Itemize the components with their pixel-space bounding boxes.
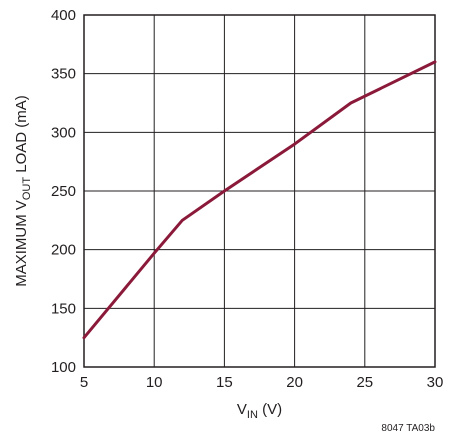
y-tick-label-250: 250 (51, 183, 76, 200)
figure-id: 8047 TA03b (381, 423, 435, 434)
x-axis-label-subscript: IN (247, 409, 258, 421)
x-axis-label-unit: (V) (258, 401, 282, 418)
x-tick-label-25: 25 (356, 374, 373, 391)
y-axis-label-unit: LOAD (mA) (13, 95, 30, 177)
x-tick-label-20: 20 (286, 374, 303, 391)
grid-lines (83, 14, 436, 368)
x-axis-label-main: V (237, 401, 247, 418)
x-tick-label-10: 10 (146, 374, 163, 391)
y-tick-labels: 100 150 200 250 300 350 400 (51, 7, 76, 376)
plot-frame (83, 14, 436, 368)
x-tick-labels: 5 10 15 20 25 30 (80, 374, 444, 391)
y-tick-label-300: 300 (51, 124, 76, 141)
y-tick-label-200: 200 (51, 242, 76, 259)
y-tick-label-400: 400 (51, 7, 76, 24)
y-tick-label-100: 100 (51, 359, 76, 376)
x-tick-label-15: 15 (216, 374, 233, 391)
x-tick-label-30: 30 (427, 374, 444, 391)
y-tick-label-150: 150 (51, 300, 76, 317)
x-tick-label-5: 5 (80, 374, 88, 391)
y-tick-label-350: 350 (51, 66, 76, 83)
x-axis-label: VIN (V) (237, 401, 282, 421)
series-line-0 (82, 60, 437, 340)
y-axis-label-main: MAXIMUM V (13, 200, 30, 287)
y-axis-label-subscript: OUT (21, 177, 33, 201)
series-group (82, 60, 437, 340)
y-axis-label: MAXIMUM VOUT LOAD (mA) (13, 95, 33, 287)
